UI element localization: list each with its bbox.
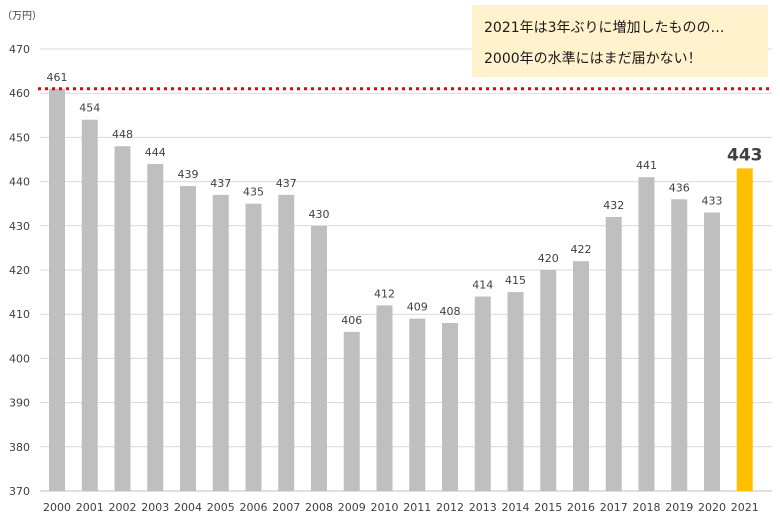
data-label: 412	[374, 287, 395, 300]
y-tick-label: 420	[9, 264, 30, 277]
x-tick-label: 2005	[207, 501, 235, 514]
data-label: 441	[636, 159, 657, 172]
bar	[507, 292, 524, 491]
annotation-line-1: 2021年は3年ぶりに増加したものの…	[484, 20, 725, 36]
data-label: 443	[727, 145, 763, 165]
y-tick-label: 460	[9, 87, 30, 100]
x-tick-label: 2007	[272, 501, 300, 514]
bar	[704, 212, 720, 492]
y-tick-label: 470	[9, 43, 30, 56]
y-tick-label: 430	[9, 220, 30, 233]
x-tick-label: 2002	[109, 501, 137, 514]
annotation-box: 2021年は3年ぶりに増加したものの… 2000年の水準にはまだ届かない！	[472, 5, 768, 77]
data-label: 444	[145, 146, 166, 159]
bar	[114, 146, 131, 492]
bar	[212, 194, 229, 492]
y-tick-label: 410	[9, 308, 30, 321]
bar	[311, 225, 327, 492]
bar	[474, 296, 491, 491]
bar	[245, 203, 262, 491]
data-label: 414	[472, 279, 493, 292]
bar	[442, 323, 458, 491]
bar-highlight	[736, 168, 753, 491]
annotation-line-2: 2000年の水準にはまだ届かない！	[484, 51, 702, 67]
data-label: 454	[79, 102, 100, 115]
data-label: 420	[538, 252, 559, 265]
bar	[49, 88, 65, 491]
unit-label: （万円）	[2, 10, 42, 22]
bars	[49, 88, 753, 492]
x-tick-label: 2014	[502, 501, 530, 514]
y-tick-label: 390	[9, 397, 30, 410]
bar	[605, 216, 622, 491]
x-tick-label: 2009	[338, 501, 366, 514]
bar	[81, 119, 98, 491]
bar	[540, 270, 557, 491]
y-tick-label: 450	[9, 131, 30, 144]
x-tick-label: 2004	[174, 501, 202, 514]
data-label: 422	[571, 243, 592, 256]
data-labels: 461 454 448 444 439 437 435 437 430 406 412 409 408 4…	[47, 71, 763, 327]
data-label: 409	[407, 301, 428, 314]
x-tick-label: 2003	[141, 501, 169, 514]
x-tick-label: 2019	[665, 501, 693, 514]
data-label: 436	[669, 181, 690, 194]
data-label: 432	[603, 199, 624, 212]
data-label: 433	[702, 195, 723, 208]
x-tick-label: 2013	[469, 501, 497, 514]
bar	[409, 318, 426, 491]
x-tick-label: 2012	[436, 501, 464, 514]
y-tick-label: 400	[9, 352, 30, 365]
data-label: 408	[440, 305, 461, 318]
bar	[180, 186, 196, 491]
y-tick-label: 380	[9, 441, 30, 454]
x-tick-label: 2000	[43, 501, 71, 514]
bar	[671, 199, 688, 491]
bar	[376, 305, 393, 491]
data-label: 448	[112, 128, 133, 141]
x-tick-label: 2010	[371, 501, 399, 514]
x-axis-ticks: 2000 2001 2002 2003 2004 2005 2006 2007 2008 2009…	[43, 501, 759, 514]
y-tick-label: 370	[9, 485, 30, 498]
x-tick-label: 2006	[240, 501, 268, 514]
x-tick-label: 2011	[403, 501, 431, 514]
data-label: 439	[178, 168, 199, 181]
data-label: 437	[276, 177, 297, 190]
bar	[147, 163, 164, 492]
data-label: 461	[47, 71, 68, 84]
y-tick-label: 440	[9, 176, 30, 189]
x-tick-label: 2021	[731, 501, 759, 514]
bar	[573, 261, 589, 491]
data-label: 435	[243, 186, 264, 199]
data-label: 430	[309, 208, 330, 221]
bar	[278, 194, 295, 492]
x-tick-label: 2020	[698, 501, 726, 514]
data-label: 406	[341, 314, 362, 327]
x-tick-label: 2016	[567, 501, 595, 514]
y-axis-ticks: 370 380 390 400 410 420 430 440 450 460 470	[9, 43, 30, 498]
x-tick-label: 2008	[305, 501, 333, 514]
x-tick-label: 2017	[600, 501, 628, 514]
bar	[638, 177, 655, 491]
data-label: 437	[210, 177, 231, 190]
x-tick-label: 2015	[534, 501, 562, 514]
data-label: 415	[505, 274, 526, 287]
x-tick-label: 2018	[633, 501, 661, 514]
x-tick-label: 2001	[76, 501, 104, 514]
bar	[343, 331, 360, 491]
